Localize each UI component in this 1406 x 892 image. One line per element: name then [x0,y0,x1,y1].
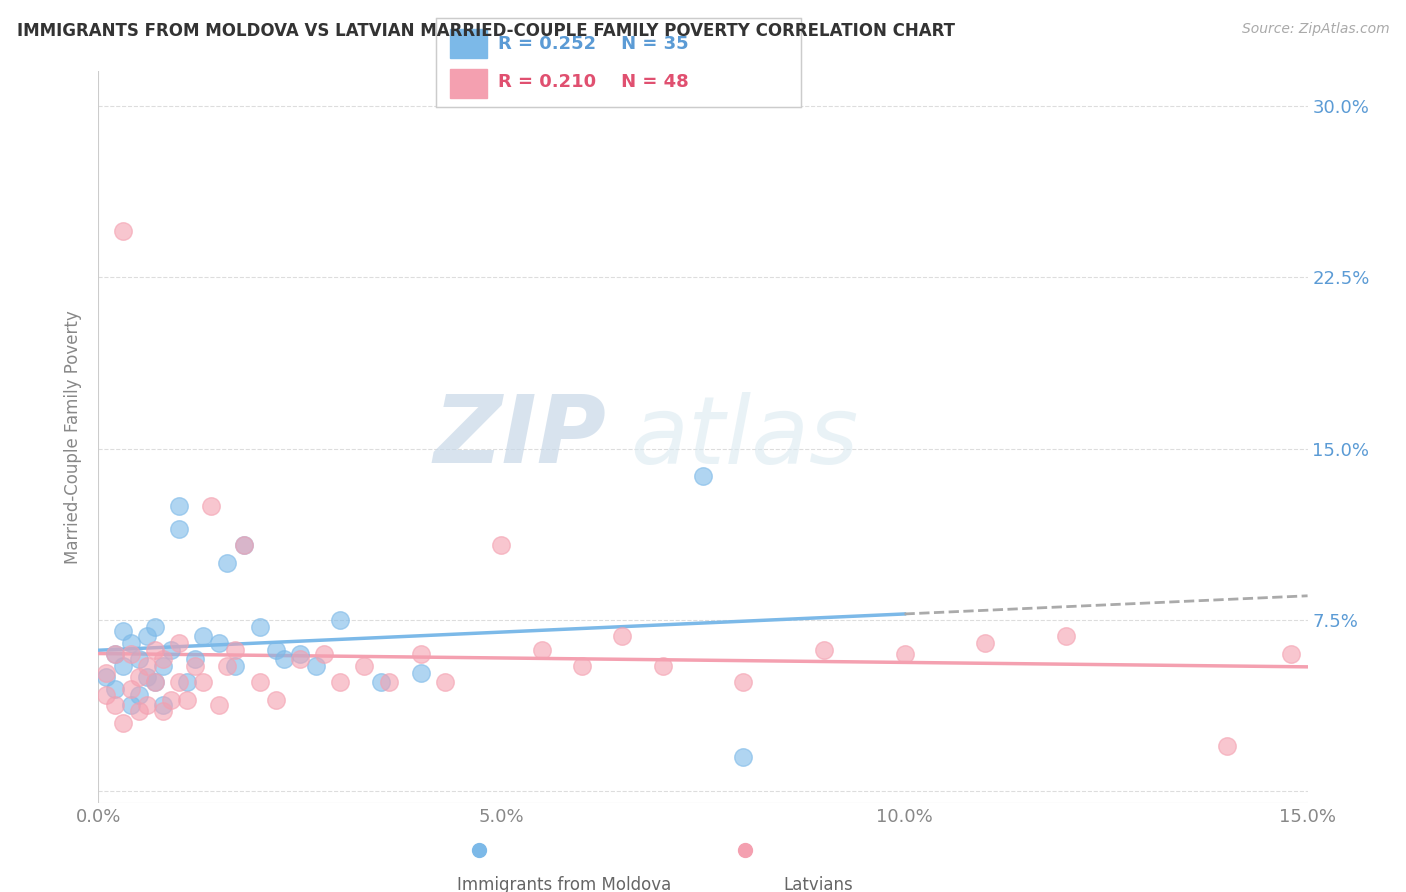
Point [167,674,190,689]
Point [152,705,174,719]
Point [128,670,150,684]
Point [167,636,190,650]
Point [143,674,166,689]
Point [120,681,142,696]
Point [329,674,352,689]
Point [813,642,835,657]
Point [353,658,375,673]
Point [176,674,198,689]
Point [111,658,134,673]
Point [409,665,432,680]
Point [232,537,254,551]
Point [193,674,215,689]
Point [571,658,593,673]
Point [288,647,311,661]
Bar [450,69,486,98]
Point [273,652,295,666]
Point [176,693,198,707]
Point [370,674,392,689]
Y-axis label: Married-Couple Family Poverty: Married-Couple Family Poverty [65,310,83,564]
Point [184,658,207,673]
Point [135,658,157,673]
Point [249,620,271,634]
Point [974,636,997,650]
Point [208,698,231,712]
Text: Latvians: Latvians [783,876,853,892]
Point [152,652,174,666]
Point [96,665,118,680]
Text: Immigrants from Moldova: Immigrants from Moldova [457,876,671,892]
Point [217,658,239,673]
Point [143,620,166,634]
Point [135,670,157,684]
Point [249,674,271,689]
Point [612,629,634,643]
Point [264,642,287,657]
Point [733,674,755,689]
Point [128,705,150,719]
Point [224,658,246,673]
Text: atlas: atlas [630,392,859,483]
Point [152,658,174,673]
Point [530,642,553,657]
Point [111,624,134,639]
Point [128,689,150,703]
Point [314,647,336,661]
Point [96,670,118,684]
Point [167,499,190,513]
Text: Source: ZipAtlas.com: Source: ZipAtlas.com [1241,22,1389,37]
Point [651,658,673,673]
Point [377,674,399,689]
Point [733,750,755,764]
Point [232,537,254,551]
Point [1054,629,1077,643]
Point [208,636,231,650]
Point [329,613,352,627]
Point [103,681,125,696]
Point [103,647,125,661]
Text: R = 0.252    N = 35: R = 0.252 N = 35 [498,35,689,53]
Point [103,647,125,661]
Point [184,652,207,666]
Text: IMMIGRANTS FROM MOLDOVA VS LATVIAN MARRIED-COUPLE FAMILY POVERTY CORRELATION CHA: IMMIGRANTS FROM MOLDOVA VS LATVIAN MARRI… [17,22,955,40]
Point [1281,647,1303,661]
Point [96,689,118,703]
Point [143,674,166,689]
Point [200,499,222,513]
Point [193,629,215,643]
Point [893,647,915,661]
Point [120,647,142,661]
Text: ZIP: ZIP [433,391,606,483]
Point [135,698,157,712]
Point [143,642,166,657]
Text: R = 0.210    N = 48: R = 0.210 N = 48 [498,73,689,91]
Point [128,652,150,666]
Bar [450,29,486,58]
Point [264,693,287,707]
Point [103,698,125,712]
Point [288,652,311,666]
Point [434,674,457,689]
Point [1216,739,1239,753]
Point [135,629,157,643]
Point [160,693,183,707]
Point [692,469,714,483]
Point [217,556,239,570]
Point [167,521,190,535]
Point [120,698,142,712]
Point [111,224,134,238]
Point [120,636,142,650]
Point [152,698,174,712]
Point [305,658,328,673]
Point [111,715,134,730]
Point [491,537,513,551]
Point [224,642,246,657]
Point [160,642,183,657]
Point [409,647,432,661]
